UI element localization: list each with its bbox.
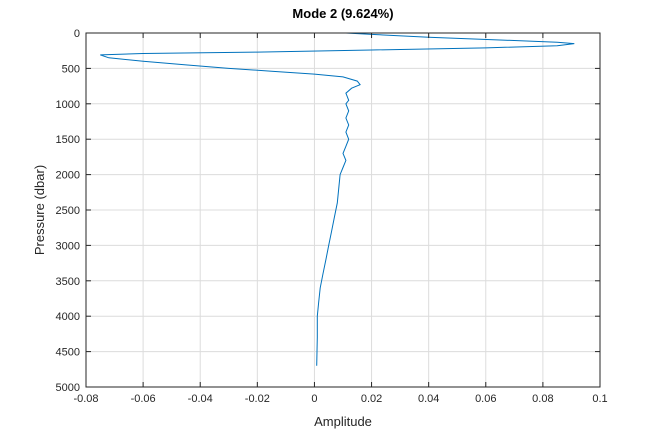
x-tick-label: 0.08 bbox=[532, 393, 553, 405]
y-tick-label: 500 bbox=[62, 63, 80, 75]
x-tick-label: 0.1 bbox=[592, 393, 607, 405]
x-tick-label: 0.02 bbox=[361, 393, 382, 405]
tick-layer: -0.08 -0.06 -0.04 -0.02 0 0.02 0.04 0.06 0.08 0.1… bbox=[56, 28, 608, 405]
y-tick-label: 3000 bbox=[56, 240, 80, 252]
chart-title: Mode 2 (9.624%) bbox=[292, 6, 393, 21]
y-tick-label: 4500 bbox=[56, 347, 80, 359]
y-tick-label: 1500 bbox=[56, 134, 80, 146]
x-tick-label: -0.06 bbox=[131, 393, 156, 405]
y-tick-label: 1000 bbox=[56, 99, 80, 111]
x-tick-label: 0 bbox=[311, 393, 317, 405]
x-tick-label: -0.02 bbox=[245, 393, 270, 405]
y-axis-label: Pressure (dbar) bbox=[32, 165, 47, 255]
x-tick-label: 0.04 bbox=[418, 393, 439, 405]
y-tick-label: 5000 bbox=[56, 382, 80, 394]
grid-lines bbox=[85, 32, 601, 388]
x-axis-label: Amplitude bbox=[314, 414, 372, 429]
y-tick-label: 3500 bbox=[56, 276, 80, 288]
series-layer bbox=[100, 32, 575, 366]
y-tick-label: 0 bbox=[74, 28, 80, 40]
y-tick-label: 4000 bbox=[56, 311, 80, 323]
x-tick-label: -0.08 bbox=[73, 393, 98, 405]
x-tick-label: 0.06 bbox=[475, 393, 496, 405]
y-tick-label: 2500 bbox=[56, 205, 80, 217]
series-line bbox=[100, 32, 575, 366]
x-tick-label: -0.04 bbox=[188, 393, 213, 405]
y-tick-label: 2000 bbox=[56, 170, 80, 182]
